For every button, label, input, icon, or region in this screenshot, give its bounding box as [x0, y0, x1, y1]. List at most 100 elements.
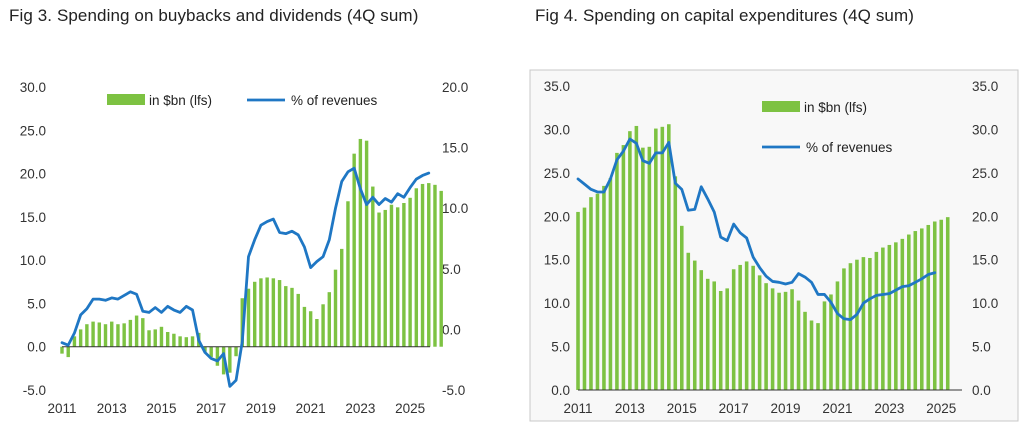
left-tick-label: 30.0: [20, 80, 46, 95]
x-tick-label: 2011: [563, 401, 592, 416]
x-tick-label: 2025: [395, 401, 425, 416]
bar: [731, 269, 736, 390]
bar: [822, 301, 827, 390]
bar: [72, 336, 77, 347]
left-tick-label: 0.0: [551, 383, 570, 398]
bar: [621, 145, 626, 390]
bar: [259, 278, 263, 347]
bar: [770, 288, 775, 390]
legend: in $bn (lfs) % of revenues: [107, 93, 378, 108]
chart-3: -5.0 0.0 5.0 10.0 15.0 20.0 25.0 30.0 -5.0 0.0 5.0…: [20, 80, 469, 416]
bar: [829, 294, 833, 390]
bar: [855, 259, 859, 390]
bar: [809, 320, 814, 390]
x-tick-label: 2023: [345, 401, 375, 416]
bar: [414, 188, 419, 347]
bar: [116, 324, 120, 347]
bar: [628, 131, 632, 391]
bar: [673, 176, 678, 390]
bar: [340, 248, 344, 347]
fig3-title: Fig 3. Spending on buybacks and dividend…: [9, 6, 419, 25]
left-tick-label: 5.0: [27, 296, 46, 311]
bar: [178, 336, 182, 347]
left-tick-label: 10.0: [544, 296, 570, 311]
bar: [738, 264, 742, 390]
bar: [377, 212, 381, 347]
legend-bar-label: in $bn (lfs): [149, 93, 212, 108]
bar: [364, 140, 369, 347]
bar: [234, 346, 238, 357]
bar: [420, 183, 425, 347]
bar: [589, 197, 593, 390]
legend-bar-label: in $bn (lfs): [804, 100, 867, 115]
legend-bar-swatch: [762, 101, 800, 112]
left-tick-label: 20.0: [20, 167, 46, 182]
bar: [842, 268, 846, 390]
x-tick-label: 2021: [822, 401, 852, 416]
bar: [352, 153, 356, 347]
bar: [346, 201, 350, 347]
bar: [900, 238, 905, 390]
x-tick-label: 2017: [719, 401, 749, 416]
bar: [582, 207, 587, 390]
bar: [252, 281, 257, 347]
bar: [302, 306, 307, 347]
right-tick-label: -5.0: [442, 383, 465, 398]
bar: [641, 147, 645, 390]
x-tick-label: 2015: [146, 401, 176, 416]
bar: [686, 252, 691, 390]
right-tick-label: 10.0: [442, 201, 468, 216]
bar: [159, 326, 164, 347]
right-tick-label: 20.0: [972, 209, 998, 224]
bar: [97, 322, 102, 347]
bar: [803, 311, 807, 390]
bar: [725, 288, 729, 390]
bar: [265, 277, 269, 347]
right-tick-label: 5.0: [442, 262, 461, 277]
bar: [284, 286, 288, 347]
bar: [926, 224, 931, 390]
left-tick-label: 25.0: [544, 166, 570, 181]
bar: [647, 146, 652, 390]
bar: [327, 292, 332, 347]
legend: in $bn (lfs) % of revenues: [762, 100, 893, 155]
bar: [881, 247, 885, 390]
x-tick-label: 2013: [615, 401, 645, 416]
bar: [141, 318, 145, 347]
bar: [433, 184, 437, 347]
bar: [110, 321, 114, 347]
bar: [945, 217, 950, 390]
bar: [790, 289, 794, 390]
right-tick-label: 35.0: [972, 79, 998, 94]
bar: [692, 260, 697, 390]
bar: [91, 321, 95, 347]
bar: [408, 197, 412, 347]
bar: [85, 324, 89, 347]
bar: [848, 263, 853, 390]
bar: [190, 336, 195, 347]
right-tick-label: 25.0: [972, 166, 998, 181]
right-tick-label: 20.0: [442, 80, 468, 95]
bar: [757, 275, 762, 390]
bar: [203, 346, 207, 352]
bar: [389, 204, 394, 347]
bar: [920, 228, 924, 390]
bar: [699, 270, 704, 390]
bar: [907, 234, 911, 390]
left-tick-label: 5.0: [551, 340, 570, 355]
bar: [153, 329, 157, 347]
bar: [172, 333, 176, 347]
bar: [634, 125, 639, 390]
x-tick-label: 2023: [874, 401, 904, 416]
legend-bar-swatch: [107, 94, 145, 105]
bar: [427, 183, 431, 347]
line-series--of-revenues: [576, 137, 937, 322]
fig4-title: Fig 4. Spending on capital expenditures …: [535, 6, 915, 25]
chart-4: 0.0 5.0 10.0 15.0 20.0 25.0 30.0 35.0 0.0 5.0 10.0…: [529, 69, 1019, 422]
bar: [165, 332, 170, 347]
bar: [215, 346, 220, 366]
bar: [705, 278, 710, 390]
x-tick-label: 2025: [926, 401, 956, 416]
bar: [576, 211, 580, 390]
x-tick-label: 2021: [296, 401, 326, 416]
